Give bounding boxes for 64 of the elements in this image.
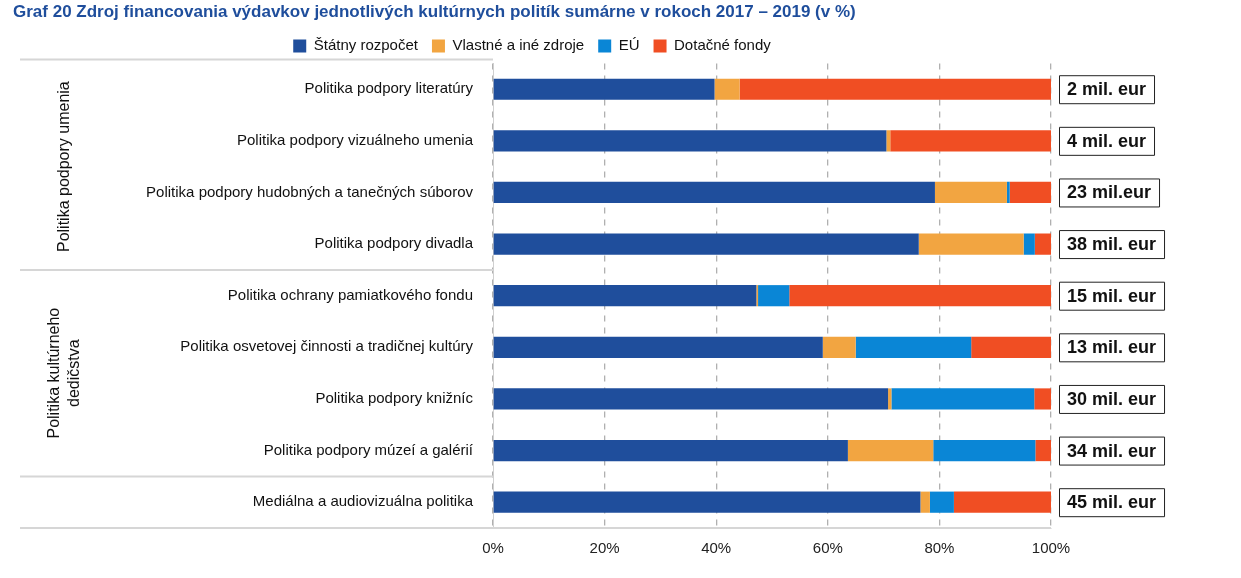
legend-label: EÚ [618, 36, 640, 54]
bar [493, 78, 715, 100]
text: 15 mil. eur [1067, 285, 1157, 306]
y-tick-label: Politika podpory vizuálneho umenia [237, 130, 474, 148]
text: Politika podpory umenia [55, 81, 73, 253]
bar [493, 285, 757, 307]
x-tick-label: 80% [924, 539, 955, 557]
bar [891, 388, 1035, 410]
text: 45 mil. eur [1067, 492, 1157, 513]
bar [929, 491, 954, 513]
x-tick-label: 100% [1031, 539, 1071, 557]
bar [1006, 181, 1010, 204]
x-tick-label: 40% [701, 539, 732, 557]
y-tick-label: Politika ochrany pamiatkového fondu [227, 285, 473, 303]
text: 2 mil. eur [1067, 79, 1147, 100]
bar [822, 336, 856, 358]
y-tick-label: Politika podpory múzeí a galérií [263, 440, 474, 458]
bar [789, 285, 1051, 307]
bar [855, 336, 972, 358]
bar [739, 78, 1051, 100]
legend-label: Štátny rozpočet [313, 36, 419, 54]
bar [953, 491, 1051, 513]
bar [493, 491, 921, 513]
text: 23 mil.eur [1067, 182, 1152, 203]
y-tick-label: Politika podpory literatúry [304, 79, 474, 97]
bar [886, 130, 891, 152]
text: 4 mil. eur [1067, 130, 1147, 151]
bar [934, 181, 1007, 204]
bar [1035, 439, 1051, 462]
y-tick-label: Politika podpory divadla [314, 234, 474, 252]
x-tick-label: 60% [812, 539, 843, 557]
bar [493, 130, 887, 152]
text: 30 mil. eur [1067, 388, 1157, 409]
text: Politika kultúrneho dedičstva [45, 307, 83, 439]
bar [918, 233, 1024, 255]
bar [493, 233, 919, 255]
x-tick-label: 20% [589, 539, 620, 557]
bar [933, 439, 1036, 462]
bar [1023, 233, 1035, 255]
y-tick-label: Politika podpory hudobných a tanečných súborov [146, 182, 474, 200]
y-tick-label: Politika osvetovej činnosti a tradičnej kultúry [180, 337, 474, 355]
bar [493, 388, 889, 410]
bar [1034, 233, 1051, 255]
bar [920, 491, 930, 513]
bar [847, 439, 934, 462]
legend-label: Dotačné fondy [674, 36, 772, 54]
bar [1034, 388, 1051, 410]
legend-label: Vlastné a iné zdroje [452, 36, 585, 54]
text: 13 mil. eur [1067, 337, 1157, 358]
y-tick-label: Politika podpory knižníc [315, 389, 474, 407]
y-tick-label: Mediálna a audiovizuálna politika [252, 492, 474, 510]
bar [890, 130, 1051, 152]
x-tick-label: 0% [482, 539, 504, 557]
bar [1009, 181, 1051, 204]
bar [493, 336, 823, 358]
bar [493, 439, 848, 462]
text: 38 mil. eur [1067, 234, 1157, 255]
bar [888, 388, 892, 410]
bar [493, 181, 935, 204]
bar [971, 336, 1051, 358]
bar [758, 285, 790, 307]
text: 34 mil. eur [1067, 440, 1157, 461]
chart-title: Graf 20 Zdroj financovania výdavkov jednotlivých kultúrnych politík sumárne v rokoch 2017 – 2019 (v %) [13, 1, 856, 21]
bar [714, 78, 740, 100]
